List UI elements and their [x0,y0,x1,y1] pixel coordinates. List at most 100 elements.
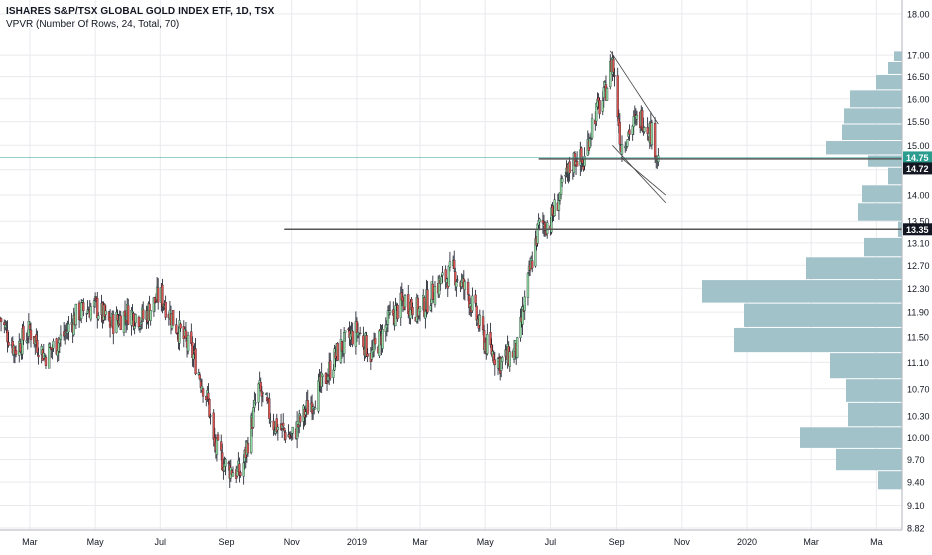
candle-up [89,306,92,320]
candle-down [481,316,485,331]
candle-up [553,199,556,217]
candle-up [52,341,55,349]
candle-up [521,306,524,325]
x-tick-label: May [87,537,105,547]
volume-profile-bar [894,51,902,61]
candle-up [321,374,324,377]
y-tick-label: 14.00 [907,191,930,201]
drawn-lines [0,50,902,231]
candle-up [48,343,51,369]
candle-up [395,302,398,305]
volume-profile-bar [876,74,902,90]
candle-up [80,302,83,319]
volume-profile-bar [888,61,902,74]
x-tick-label: Mar [803,537,819,547]
candle-up [388,310,392,313]
candle-down [127,305,130,325]
candle-down [175,324,178,334]
y-tick-label: 18.00 [907,9,930,19]
candle-down [142,309,145,320]
candle-up [455,281,458,288]
candle-up [209,415,212,417]
candle-up [486,334,489,354]
candle-down [426,289,429,313]
y-tick-label: 13.10 [907,238,930,248]
y-tick-label: 11.10 [907,358,929,368]
candle-up [59,334,63,340]
candle-up [224,459,227,467]
volume-profile-bar [844,108,902,124]
price-label-bg [903,151,932,164]
candle-down [612,58,615,73]
candle-down [284,431,287,440]
y-tick-label: 16.50 [907,72,930,82]
candle-up [546,222,549,234]
candle-down [171,310,175,326]
y-tick-label: 15.50 [907,117,930,127]
candle-down [37,354,40,358]
y-tick-label: 10.70 [907,384,930,394]
candle-down [44,356,48,366]
candle-up [471,295,474,311]
candle-down [239,472,242,476]
y-tick-label: 9.40 [907,478,925,488]
candle-down [616,75,619,118]
candle-up [149,310,152,321]
candle-up [643,127,646,132]
x-tick-label: Ma [870,537,883,547]
candle-down [598,100,601,115]
candle-down [207,392,210,400]
candle-down [179,323,182,329]
candle-up [635,114,639,120]
candle-up [276,427,280,431]
candle-up [97,315,100,320]
candle-down [14,350,18,355]
candle-down [283,428,286,432]
candle-down [36,340,39,353]
candle-up [526,272,530,298]
candle-up [254,402,257,404]
candle-down [216,434,220,441]
candle-down [493,359,496,366]
volume-profile-bar [842,124,902,141]
candle-down [0,318,3,322]
candle-up [560,178,564,183]
candle-down [613,75,616,77]
channel-line [612,145,667,204]
y-tick-label: 17.00 [907,51,930,61]
candle-up [448,261,452,268]
candle-down [208,398,211,418]
x-tick-label: Mar [412,537,428,547]
candle-up [583,156,586,167]
candle-up [590,118,594,139]
candle-up [650,122,654,146]
candle-up [314,407,317,410]
candle-down [164,302,167,318]
x-tick-label: Sep [609,537,625,547]
candle-down [22,325,25,341]
price-label-bg [903,223,932,236]
candle-up [269,421,272,423]
candle-down [474,294,477,304]
candle-up [403,295,407,308]
volume-profile-bar [826,141,902,155]
channel-line [609,50,659,125]
volume-profile-bar [862,185,902,203]
candle-down [268,398,271,419]
candle-up [242,462,245,477]
price-label: 14.72 [906,164,929,174]
candle-down [299,415,302,423]
candle-up [516,337,519,358]
y-tick-label: 10.30 [907,412,930,422]
channel-line [620,157,667,196]
candle-up [538,218,541,223]
candle-down [7,342,10,346]
candle-down [466,282,470,295]
volume-profile-bar [864,237,902,257]
candle-up [332,369,335,378]
candle-down [411,307,414,316]
candle-up [357,334,361,337]
candle-up [441,272,444,276]
